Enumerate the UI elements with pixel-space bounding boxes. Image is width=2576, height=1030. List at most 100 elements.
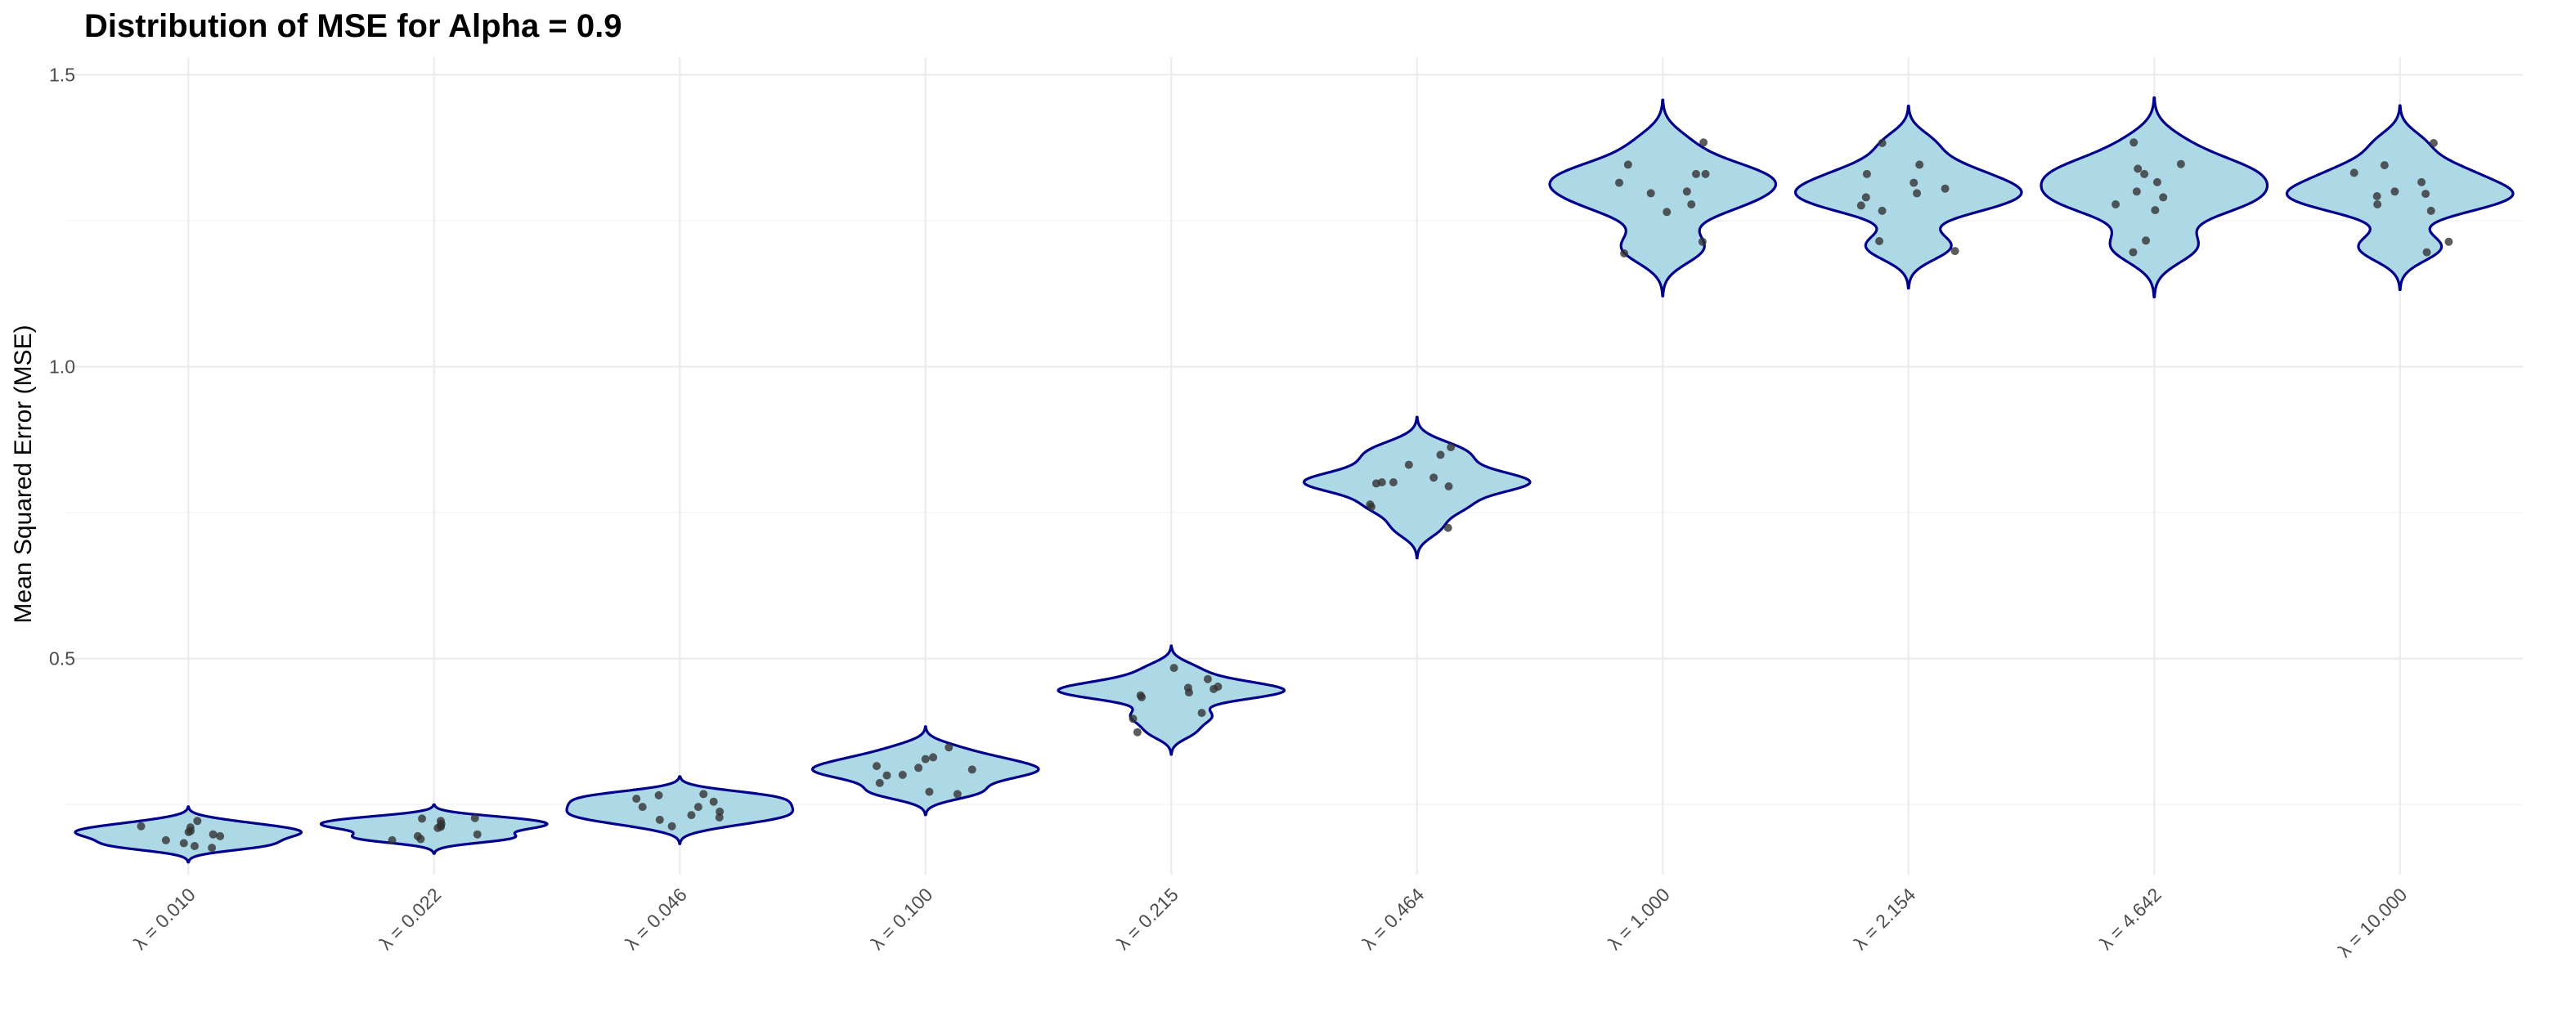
violin	[1057, 644, 1286, 756]
data-point	[1862, 169, 1871, 178]
data-point	[1915, 160, 1924, 169]
data-point	[882, 771, 891, 780]
data-point	[1366, 500, 1375, 509]
x-tick-label: λ = 0.022	[375, 884, 446, 954]
data-point	[1377, 478, 1386, 486]
x-tick-label: λ = 2.154	[1850, 884, 1920, 954]
data-point	[699, 790, 708, 799]
data-point	[709, 797, 718, 806]
data-point	[2373, 200, 2382, 208]
data-point	[2159, 193, 2168, 202]
data-point	[1692, 169, 1701, 178]
x-tick-label: λ = 0.464	[1358, 884, 1429, 954]
data-point	[179, 839, 188, 848]
data-point	[1699, 138, 1708, 147]
y-axis-ticks: 0.5 1.0 1.5	[49, 64, 75, 669]
data-point	[929, 753, 938, 762]
data-point	[2132, 187, 2141, 196]
x-tick-label: λ = 4.642	[2095, 884, 2165, 954]
data-point	[925, 787, 934, 796]
data-point	[1910, 178, 1919, 187]
data-point	[1856, 201, 1865, 210]
violin	[810, 725, 1040, 817]
data-point	[1615, 178, 1624, 187]
x-tick-label: λ = 10.000	[2333, 884, 2411, 961]
data-point	[1429, 473, 1438, 482]
data-point	[2112, 200, 2120, 208]
data-point	[209, 830, 218, 839]
data-point	[1950, 247, 1959, 256]
data-point	[2129, 138, 2138, 147]
y-axis-label: Mean Squared Error (MSE)	[10, 325, 37, 623]
data-point	[2176, 159, 2185, 168]
violin	[1302, 415, 1532, 560]
data-point	[2152, 177, 2161, 186]
data-point	[632, 795, 641, 804]
data-point	[1136, 691, 1145, 700]
x-tick-label: λ = 0.100	[867, 884, 937, 954]
data-point	[2129, 248, 2138, 257]
violin	[1548, 98, 1778, 298]
data-point	[1701, 169, 1710, 178]
data-point	[716, 807, 725, 816]
data-point	[1646, 189, 1655, 198]
data-point	[914, 764, 923, 772]
data-point	[967, 765, 976, 774]
data-point	[2349, 168, 2358, 177]
data-point	[1129, 714, 1138, 723]
x-axis-ticks: λ = 0.010 λ = 0.022 λ = 0.046 λ = 0.100 λ = …	[129, 884, 2411, 961]
data-point	[1133, 728, 1142, 737]
x-tick-label: λ = 0.046	[621, 884, 691, 954]
data-point	[470, 813, 479, 822]
y-tick-label: 0.5	[49, 648, 75, 670]
data-point	[638, 803, 647, 812]
data-point	[1404, 460, 1413, 469]
data-point	[1663, 208, 1672, 217]
data-point	[1169, 664, 1178, 673]
data-point	[2390, 187, 2399, 196]
data-point	[1197, 709, 1206, 718]
data-point	[1623, 160, 1632, 169]
data-point	[137, 822, 146, 831]
data-point	[1436, 450, 1445, 459]
data-point	[1214, 683, 1223, 691]
data-point	[473, 830, 482, 839]
data-point	[1183, 683, 1192, 692]
violin	[2040, 96, 2269, 298]
data-point	[921, 755, 930, 764]
data-point	[1698, 237, 1707, 246]
data-point	[1878, 206, 1887, 215]
data-point	[1203, 674, 1212, 683]
data-point	[687, 811, 696, 820]
data-point	[1878, 139, 1887, 147]
chart-title: Distribution of MSE for Alpha = 0.9	[84, 8, 622, 44]
y-tick-label: 1.0	[49, 356, 75, 378]
data-point	[1620, 249, 1629, 258]
data-point	[1444, 482, 1453, 490]
data-point	[2421, 190, 2430, 199]
data-point	[388, 835, 397, 844]
data-point	[2142, 236, 2151, 245]
data-point	[873, 762, 882, 771]
data-point	[2444, 237, 2453, 246]
data-point	[1682, 187, 1691, 196]
data-point	[413, 831, 422, 840]
data-point	[2426, 206, 2435, 215]
data-point	[2140, 169, 2149, 178]
x-tick-label: λ = 1.000	[1604, 884, 1674, 954]
data-point	[208, 844, 217, 853]
data-point	[2417, 177, 2426, 186]
data-point	[1447, 443, 1456, 452]
data-point	[2151, 206, 2160, 215]
data-point	[2372, 192, 2381, 200]
grid	[65, 57, 2523, 875]
data-point	[654, 790, 663, 799]
data-point	[1913, 189, 1922, 198]
x-tick-label: λ = 0.215	[1112, 884, 1183, 954]
data-point	[715, 813, 724, 822]
data-point	[1875, 237, 1884, 245]
data-point	[2429, 139, 2438, 147]
data-point	[875, 778, 884, 787]
data-points	[137, 138, 2453, 853]
